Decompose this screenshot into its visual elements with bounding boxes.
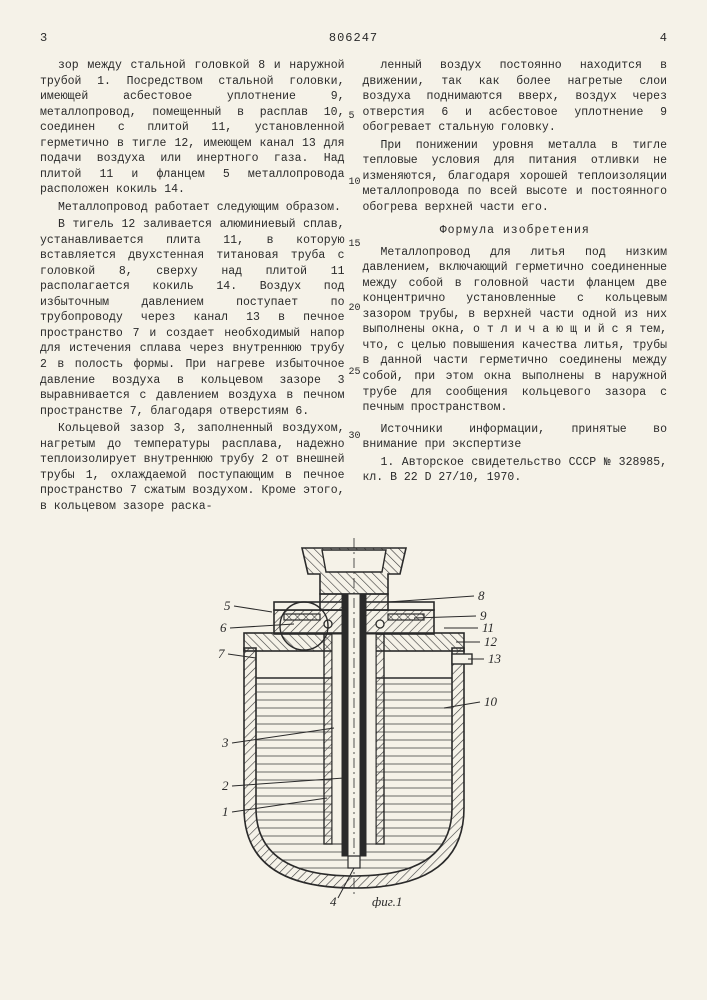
line-number: 15 — [349, 238, 361, 252]
body-paragraph: В тигель 12 заливается алюминиевый сплав… — [40, 217, 345, 419]
line-number: 20 — [349, 302, 361, 316]
patent-figure: 5 6 7 3 2 1 4 8 9 11 12 13 10 фиг.1 — [174, 528, 534, 908]
line-number: 5 — [349, 110, 355, 124]
fig-label: 3 — [221, 735, 229, 750]
text-columns: зор между стальной головкой 8 и наружной… — [40, 58, 667, 516]
fig-label: 12 — [484, 634, 498, 649]
body-paragraph: Металлопровод для литья под низким давле… — [363, 245, 668, 416]
page-number-right: 4 — [627, 30, 667, 46]
page-header: 3 806247 4 — [40, 30, 667, 46]
right-column: 5 10 15 20 25 30 ленный воздух постоянно… — [363, 58, 668, 516]
body-paragraph: зор между стальной головкой 8 и наружной… — [40, 58, 345, 198]
fig-label: 6 — [220, 620, 227, 635]
fig-label: 8 — [478, 588, 485, 603]
body-paragraph: При понижении уровня металла в тигле теп… — [363, 138, 668, 216]
body-paragraph: ленный воздух постоянно находится в движ… — [363, 58, 668, 136]
fig-label: 7 — [218, 646, 225, 661]
left-column: зор между стальной головкой 8 и наружной… — [40, 58, 345, 516]
fig-label: 5 — [224, 598, 231, 613]
fig-label: 10 — [484, 694, 498, 709]
fig-label: 13 — [488, 651, 502, 666]
fig-label: 1 — [222, 804, 229, 819]
line-number: 25 — [349, 366, 361, 380]
body-paragraph: Кольцевой зазор 3, заполненный воздухом,… — [40, 421, 345, 514]
fig-caption: фиг.1 — [372, 894, 402, 908]
line-number: 30 — [349, 430, 361, 444]
document-number: 806247 — [329, 30, 378, 46]
fig-label: 11 — [482, 620, 494, 635]
body-paragraph: Металлопровод работает следующим образом… — [40, 200, 345, 216]
line-number: 10 — [349, 176, 361, 190]
sources-title: Источники информации, принятые во вниман… — [363, 422, 668, 453]
fig-label: 2 — [222, 778, 229, 793]
fig-label: 4 — [330, 894, 337, 908]
body-paragraph: 1. Авторское свидетельство СССР № 328985… — [363, 455, 668, 486]
formula-title: Формула изобретения — [363, 223, 668, 239]
page-number-left: 3 — [40, 30, 80, 46]
